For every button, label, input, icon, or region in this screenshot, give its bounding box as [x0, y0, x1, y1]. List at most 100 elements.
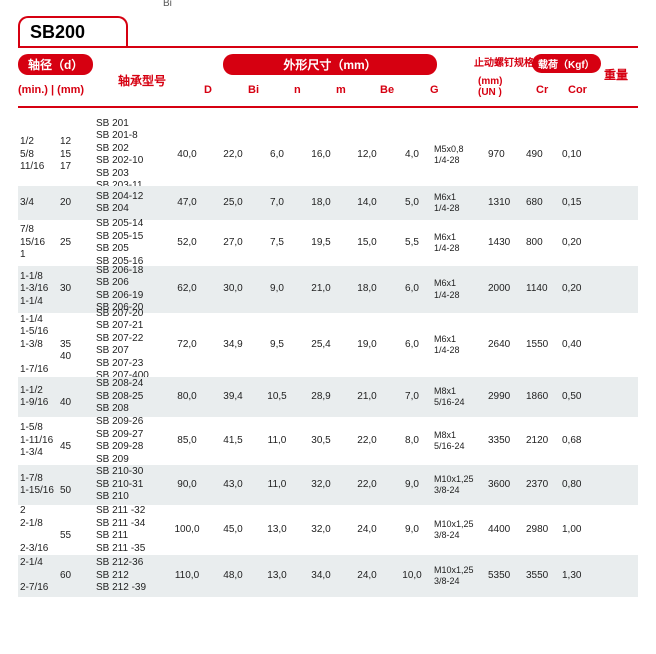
cell-m: 28,9: [298, 391, 344, 404]
series-title: SB200: [30, 22, 85, 43]
hdr-thread-units-un: (UN ): [478, 87, 502, 98]
cell-thread: M10x1,253/8-24: [434, 565, 488, 588]
cell-Cor: 3550: [526, 570, 562, 583]
cell-weight: 0,20: [562, 283, 598, 296]
cell-G: 4,0: [390, 149, 434, 162]
cell-model: SB 208-24SB 208-25SB 208: [96, 378, 164, 416]
cell-Bi: 41,5: [210, 435, 256, 448]
cell-G: 5,0: [390, 197, 434, 210]
cell-Bi: 48,0: [210, 570, 256, 583]
cell-n: 10,5: [256, 391, 298, 404]
table-row: 3/420SB 204-12SB 20447,025,07,018,014,05…: [18, 186, 638, 220]
hdr-Cr: Cr: [536, 84, 548, 96]
cell-Cor: 490: [526, 149, 562, 162]
table-row: 1/25/811/16121517SB 201SB 201-8SB 202SB …: [18, 124, 638, 186]
hdr-n: n: [294, 84, 301, 96]
cell-n: 11,0: [256, 435, 298, 448]
cell-Bi: 30,0: [210, 283, 256, 296]
cell-G: 5,5: [390, 237, 434, 250]
cell-mm: 25: [60, 237, 96, 250]
cell-D: 85,0: [164, 435, 210, 448]
hdr-model: 轴承型号: [118, 74, 166, 88]
cell-Cr: 2990: [488, 391, 526, 404]
cell-Cr: 970: [488, 149, 526, 162]
cell-thread: M10x1,253/8-24: [434, 474, 488, 497]
cell-Be: 14,0: [344, 197, 390, 210]
cell-weight: 1,30: [562, 570, 598, 583]
cell-Cr: 2000: [488, 283, 526, 296]
cell-Cor: 800: [526, 237, 562, 250]
series-tab: SB200: [18, 16, 128, 46]
table-row: 2-1/4 2-7/1660SB 212-36SB 212SB 212 -39 1…: [18, 555, 638, 597]
cell-model: SB 207-20SB 207-21SB 207-22SB 207SB 207-…: [96, 308, 164, 383]
cell-n: 11,0: [256, 479, 298, 492]
cell-Bi: 22,0: [210, 149, 256, 162]
cell-weight: 0,40: [562, 339, 598, 352]
cell-min: 2-1/4 2-7/16: [18, 557, 60, 595]
cell-mm: 60: [60, 570, 96, 583]
cell-Bi: 43,0: [210, 479, 256, 492]
hdr-Cor: Cor: [568, 84, 587, 96]
cell-G: 6,0: [390, 339, 434, 352]
cell-Bi: 39,4: [210, 391, 256, 404]
cell-Be: 12,0: [344, 149, 390, 162]
cell-Be: 22,0: [344, 479, 390, 492]
cell-Cor: 1550: [526, 339, 562, 352]
cell-weight: 0,20: [562, 237, 598, 250]
cell-min: 1-1/81-3/161-1/4: [18, 271, 60, 309]
hdr-m: m: [336, 84, 346, 96]
cell-Cr: 1430: [488, 237, 526, 250]
cell-weight: 0,15: [562, 197, 598, 210]
table-row: 1-1/41-5/161-3/8 1-7/16 3540SB 207-20SB …: [18, 313, 638, 377]
hdr-thread: 止动螺钉规格: [474, 58, 534, 69]
cell-G: 8,0: [390, 435, 434, 448]
cell-Bi: 27,0: [210, 237, 256, 250]
table-row: 1-1/21-9/16 40SB 208-24SB 208-25SB 20880…: [18, 377, 638, 417]
cell-n: 9,0: [256, 283, 298, 296]
cell-m: 34,0: [298, 570, 344, 583]
cell-thread: M8x15/16-24: [434, 430, 488, 453]
cell-m: 18,0: [298, 197, 344, 210]
cell-D: 62,0: [164, 283, 210, 296]
cell-Be: 24,0: [344, 570, 390, 583]
cell-mm: 40: [60, 385, 96, 410]
cell-model: SB 210-30SB 210-31SB 210: [96, 466, 164, 504]
table-row: 22-1/8 2-3/16 55SB 211 -32SB 211 -34SB 2…: [18, 505, 638, 555]
cell-m: 30,5: [298, 435, 344, 448]
cell-m: 16,0: [298, 149, 344, 162]
cell-n: 7,0: [256, 197, 298, 210]
cell-thread: M8x15/16-24: [434, 386, 488, 409]
cell-Bi: 25,0: [210, 197, 256, 210]
cell-min: 1/25/811/16: [18, 136, 60, 174]
cell-G: 7,0: [390, 391, 434, 404]
cell-D: 72,0: [164, 339, 210, 352]
cell-D: 90,0: [164, 479, 210, 492]
cell-min: 1-1/41-5/161-3/8 1-7/16: [18, 314, 60, 377]
cell-mm: 50: [60, 473, 96, 498]
cell-model: SB 211 -32SB 211 -34SB 211SB 211 -35: [96, 505, 164, 555]
cell-weight: 0,68: [562, 435, 598, 448]
hdr-Be: Be: [380, 84, 394, 96]
cell-thread: M6x11/4-28: [434, 278, 488, 301]
cell-G: 9,0: [390, 524, 434, 537]
table-row: 7/815/16125SB 205-14SB 205-15SB 205SB 20…: [18, 220, 638, 266]
shaft-diameter-pill: 轴径（d）: [18, 54, 93, 75]
hdr-min: (min.): [18, 84, 48, 96]
cell-Cr: 4400: [488, 524, 526, 537]
hdr-Bi: Bi: [248, 84, 259, 96]
load-pill: 载荷（Kgf）: [532, 54, 601, 73]
cell-Be: 18,0: [344, 283, 390, 296]
cell-Cr: 3600: [488, 479, 526, 492]
cell-model: SB 205-14SB 205-15SB 205SB 205-16: [96, 218, 164, 268]
cell-model: SB 212-36SB 212SB 212 -39: [96, 557, 164, 595]
cell-Cor: 1140: [526, 283, 562, 296]
table-row: 1-7/81-15/16 50SB 210-30SB 210-31SB 2109…: [18, 465, 638, 505]
cell-mm: 121517: [60, 136, 96, 174]
cell-Cr: 2640: [488, 339, 526, 352]
table-body: 1/25/811/16121517SB 201SB 201-8SB 202SB …: [18, 124, 638, 597]
cell-min: 1-7/81-15/16: [18, 473, 60, 498]
cell-thread: M6x11/4-28: [434, 192, 488, 215]
cell-D: 52,0: [164, 237, 210, 250]
cell-D: 80,0: [164, 391, 210, 404]
cell-D: 40,0: [164, 149, 210, 162]
